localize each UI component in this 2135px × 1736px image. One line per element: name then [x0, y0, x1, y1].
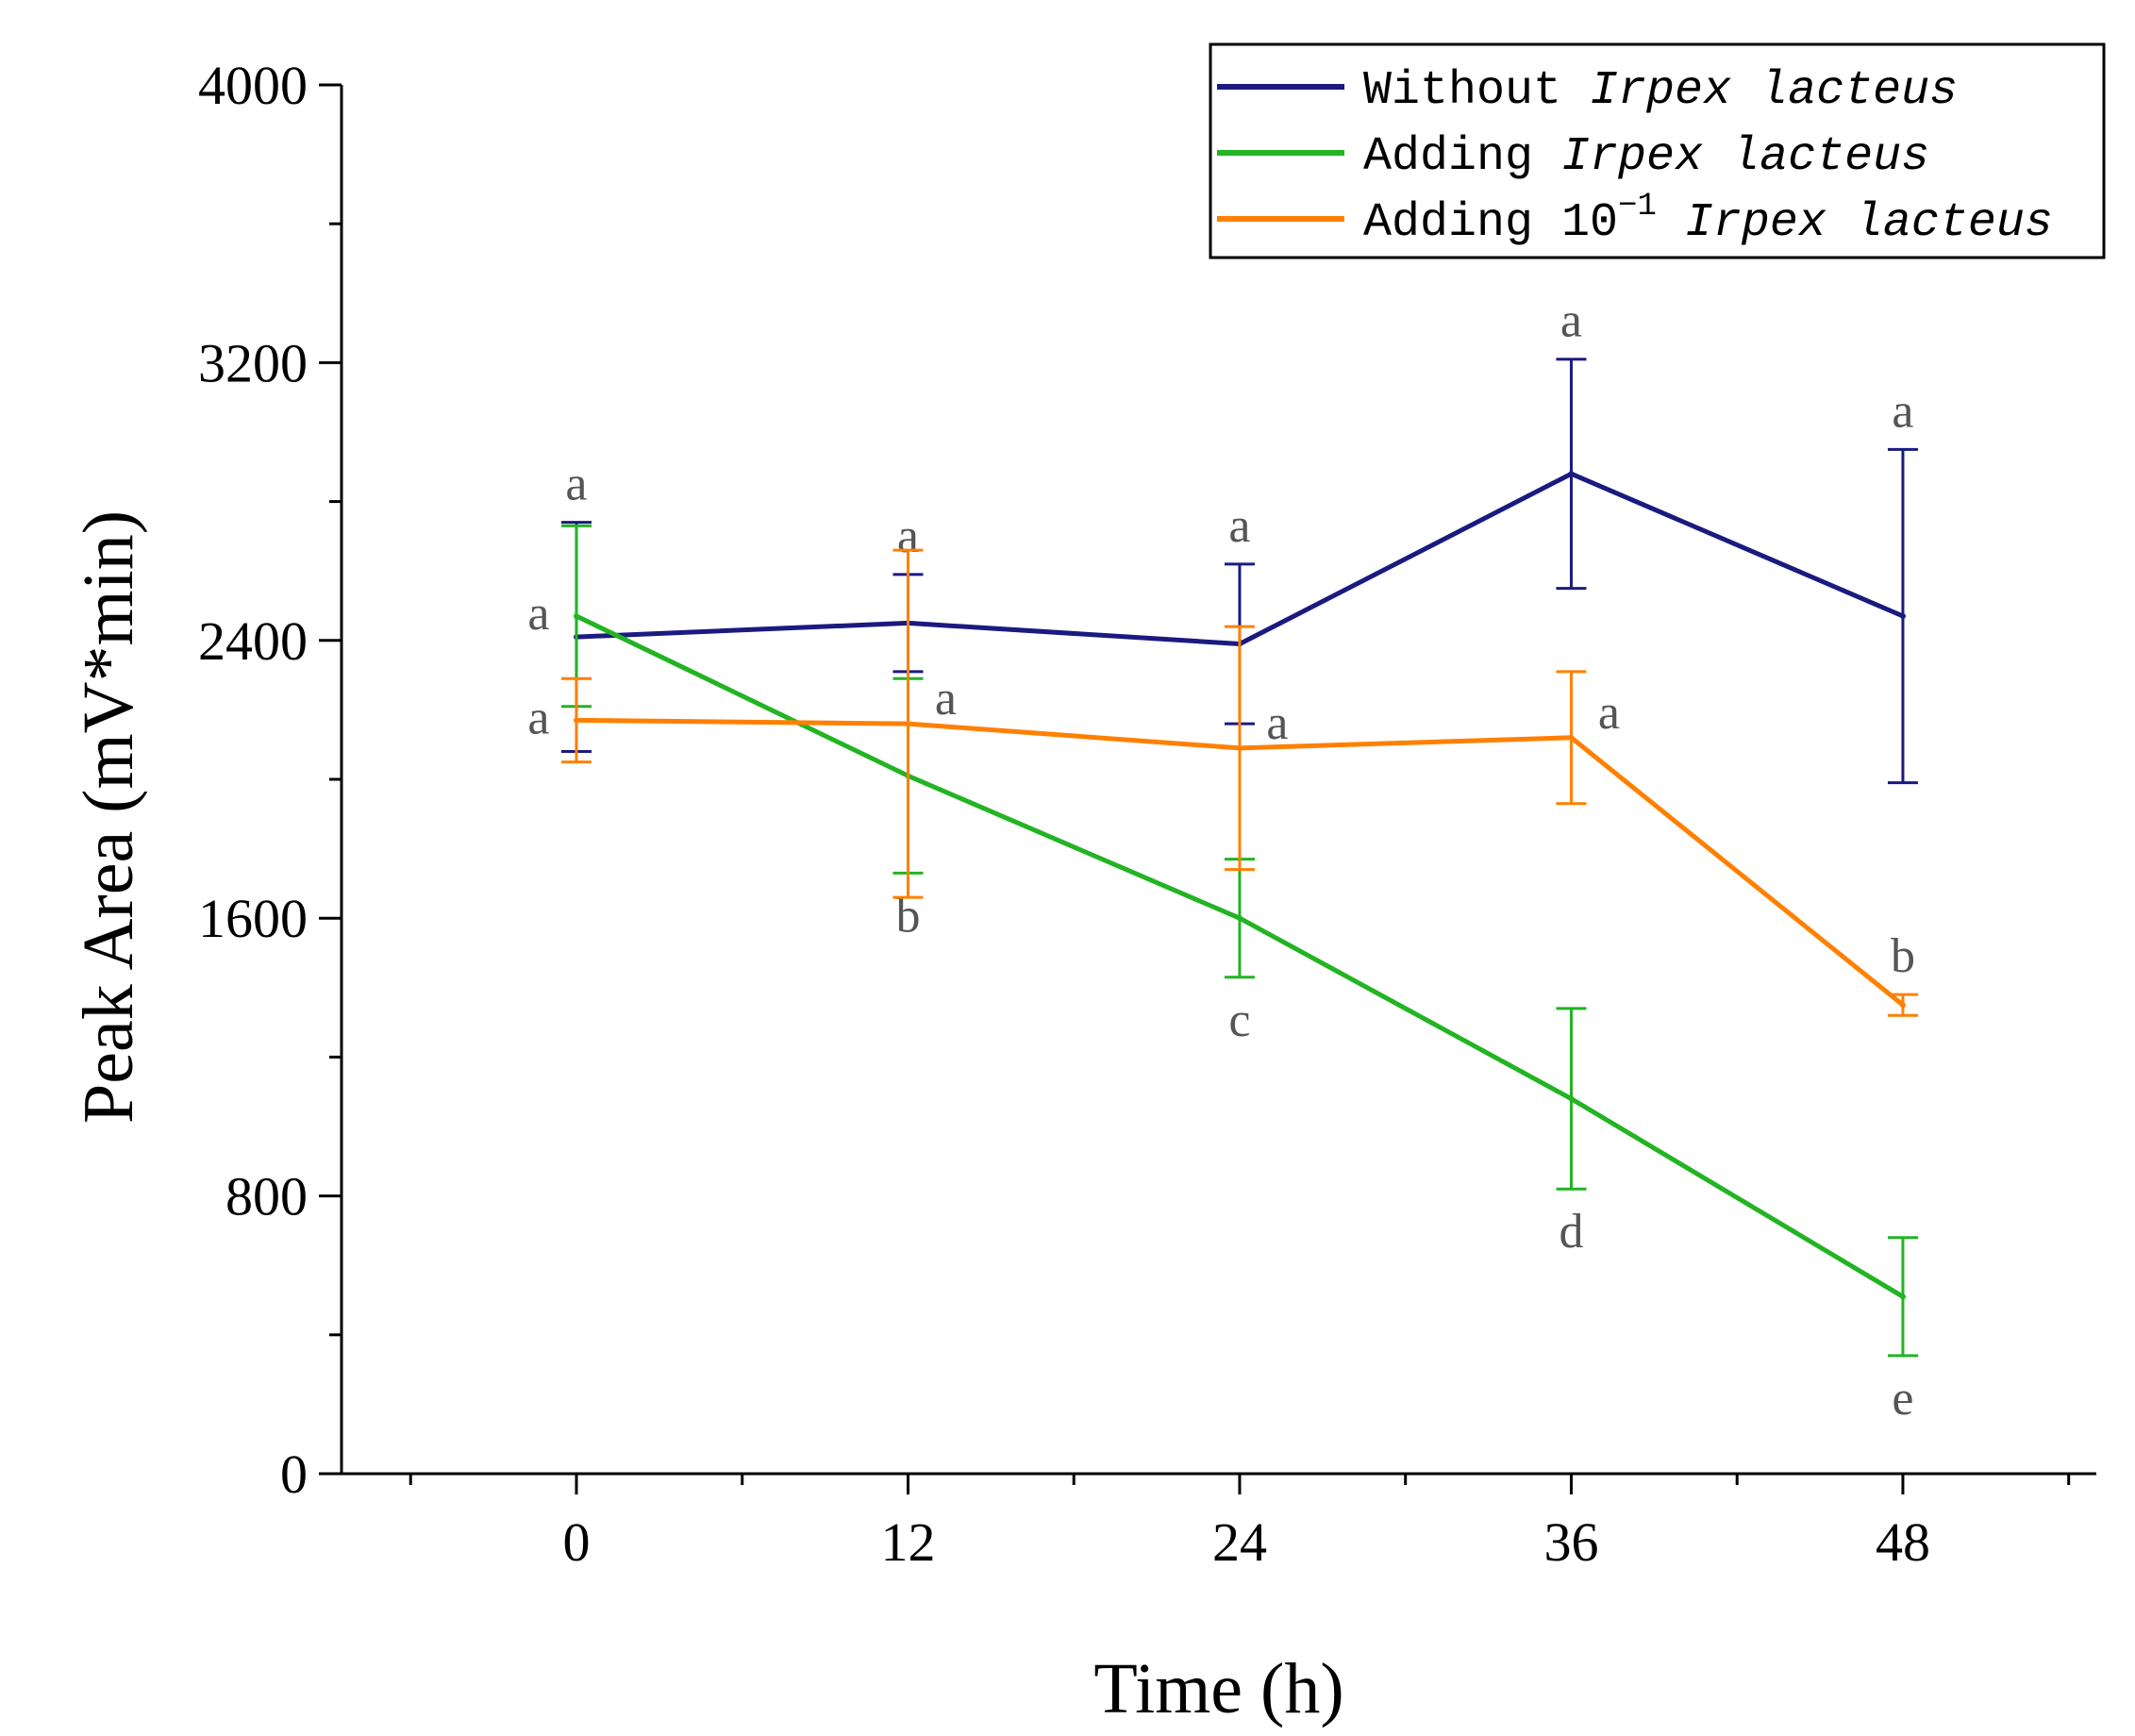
data-point [1568, 1095, 1575, 1102]
data-point [573, 717, 579, 724]
x-tick-label: 0 [562, 1511, 590, 1573]
data-point [905, 721, 911, 727]
significance-letter: c [1228, 993, 1250, 1047]
significance-letter: a [565, 458, 587, 511]
legend-prefix: Adding [1363, 130, 1561, 184]
data-point [1236, 915, 1243, 922]
axes: 0 800 1600 2400 3200 4000 0 12 24 36 48 [198, 55, 2096, 1573]
data-point [1899, 1294, 1906, 1300]
legend-box [1209, 42, 2106, 259]
legend-species: Irpex lacteus [1590, 64, 1958, 118]
y-tick-label: 2400 [198, 610, 308, 672]
legend-species: Irpex lacteus [1685, 196, 2053, 250]
significance-letter: e [1892, 1372, 1913, 1426]
x-tick-label: 12 [880, 1511, 935, 1573]
x-tick-label: 36 [1543, 1511, 1598, 1573]
y-tick-label: 1600 [198, 888, 308, 949]
legend-prefix: Adding 10 [1363, 196, 1618, 250]
data-point [1899, 1002, 1906, 1009]
significance-letter: a [1266, 696, 1288, 750]
data-point [1568, 471, 1575, 477]
series-2: a b c d e [527, 524, 1918, 1426]
data-point [1899, 613, 1906, 620]
legend-label: Without Irpex lacteus [1363, 64, 1958, 118]
y-tick-label: 0 [280, 1444, 308, 1505]
y-tick-label: 4000 [198, 55, 308, 116]
series-3: a a a ab [527, 548, 1918, 1017]
significance-letter: a [1892, 384, 1913, 438]
significance-letter: d [1559, 1205, 1583, 1259]
significance-letter: a [527, 587, 549, 641]
legend-superscript: −1 [1618, 189, 1657, 225]
significance-letter: a [527, 691, 549, 744]
significance-letter: a [1228, 499, 1250, 553]
y-tick-label: 800 [225, 1166, 308, 1227]
data-point [1568, 734, 1575, 741]
legend-label: Adding Irpex lacteus [1363, 130, 1929, 184]
y-tick-label: 3200 [198, 332, 308, 393]
data-point [573, 613, 579, 620]
legend-spacer [1657, 196, 1685, 250]
legend-label: Adding 10−1 Irpex lacteus [1363, 189, 2053, 250]
significance-letter: a [935, 672, 957, 726]
x-axis-title: Time (h) [1093, 1649, 1343, 1728]
y-axis-title: Peak Area (mV*min) [69, 510, 148, 1124]
significance-letter: a [1598, 686, 1620, 740]
x-tick-label: 24 [1212, 1511, 1267, 1573]
legend-species: Irpex lacteus [1561, 130, 1929, 184]
data-point [1236, 744, 1243, 751]
significance-letter: b [1891, 929, 1915, 983]
significance-letter: a [1560, 294, 1582, 348]
legend-prefix: Without [1363, 64, 1590, 118]
x-tick-label: 48 [1876, 1511, 1930, 1573]
